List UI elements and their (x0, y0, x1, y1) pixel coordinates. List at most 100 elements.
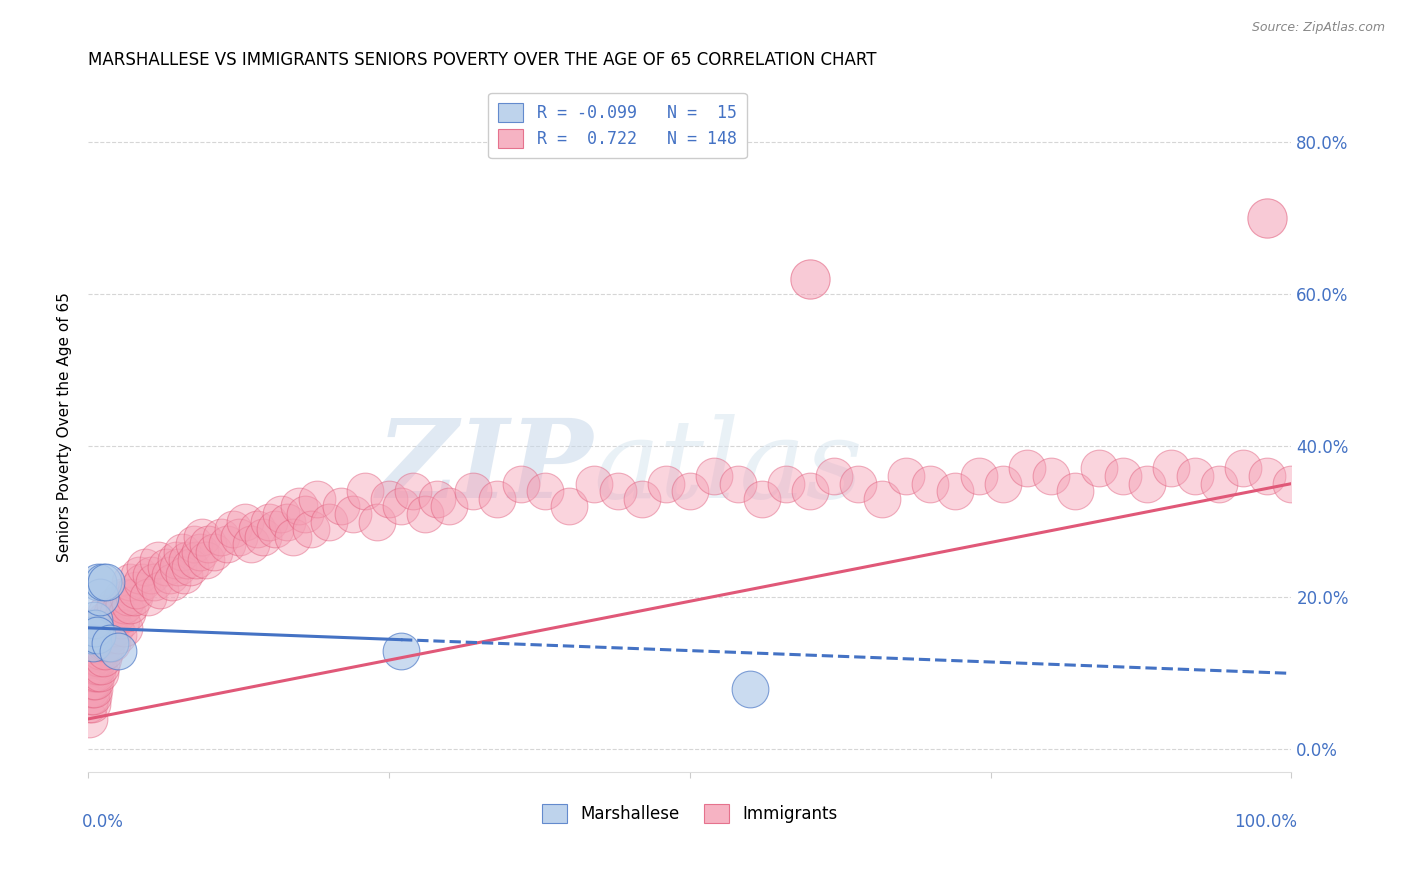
Point (534, 484, 557, 499)
Point (79, 658, 101, 673)
Point (558, 500, 581, 514)
Point (354, 484, 377, 499)
Point (287, 500, 309, 514)
Point (1160, 461, 1182, 475)
Point (91, 621, 114, 635)
Point (896, 469, 918, 483)
Point (125, 582, 148, 597)
Point (967, 469, 990, 483)
Point (1112, 469, 1135, 483)
Point (89, 591, 111, 605)
Point (1039, 469, 1062, 483)
Point (87, 628, 110, 642)
Point (96, 636, 118, 650)
Point (703, 469, 725, 483)
Point (329, 500, 352, 514)
Point (630, 491, 652, 506)
Point (294, 507, 316, 521)
Point (90, 636, 112, 650)
Point (82, 643, 104, 657)
Point (221, 522, 243, 536)
Point (80, 681, 103, 696)
Point (173, 567, 195, 582)
Point (318, 515, 340, 529)
Point (366, 515, 388, 529)
Point (87, 575, 110, 590)
Point (86, 636, 108, 650)
Point (872, 491, 894, 506)
Point (87, 651, 110, 665)
Point (82, 673, 104, 688)
Point (89, 666, 111, 681)
Point (79, 628, 101, 642)
Point (96, 628, 118, 642)
Point (80, 697, 103, 711)
Point (112, 598, 135, 612)
Point (1256, 469, 1278, 483)
Point (437, 500, 460, 514)
Point (305, 491, 328, 506)
Point (775, 476, 797, 491)
Point (426, 491, 449, 506)
Point (165, 552, 187, 566)
Text: 100.0%: 100.0% (1234, 814, 1298, 831)
Point (1184, 469, 1206, 483)
Point (89, 643, 111, 657)
Point (79, 681, 101, 696)
Point (104, 621, 127, 635)
Point (91, 575, 114, 590)
Point (188, 545, 211, 559)
Point (209, 530, 232, 544)
Point (110, 613, 132, 627)
Point (204, 545, 226, 559)
Point (823, 469, 845, 483)
Point (80, 628, 103, 642)
Point (82, 689, 104, 703)
Point (107, 628, 129, 642)
Point (751, 491, 773, 506)
Point (79, 697, 101, 711)
Point (96, 575, 118, 590)
Point (89, 628, 111, 642)
Point (120, 598, 142, 612)
Point (90, 658, 112, 673)
Point (112, 621, 135, 635)
Y-axis label: Seniors Poverty Over the Age of 65: Seniors Poverty Over the Age of 65 (58, 292, 72, 562)
Point (117, 591, 139, 605)
Point (134, 560, 156, 574)
Point (183, 537, 205, 551)
Point (252, 530, 274, 544)
Point (920, 476, 942, 491)
Point (84, 628, 107, 642)
Point (228, 530, 250, 544)
Point (486, 491, 509, 506)
Point (991, 476, 1014, 491)
Text: atlas: atlas (593, 415, 863, 522)
Point (378, 491, 401, 506)
Point (101, 636, 124, 650)
Point (91, 651, 114, 665)
Point (402, 484, 425, 499)
Point (97, 621, 120, 635)
Point (281, 530, 304, 544)
Point (86, 651, 108, 665)
Point (167, 560, 190, 574)
Point (197, 537, 219, 551)
Point (139, 567, 162, 582)
Point (143, 575, 166, 590)
Point (83, 681, 105, 696)
Point (84, 643, 107, 657)
Point (93, 636, 115, 650)
Point (79, 689, 101, 703)
Text: Source: ZipAtlas.com: Source: ZipAtlas.com (1251, 21, 1385, 34)
Point (98, 628, 121, 642)
Point (263, 522, 285, 536)
Point (79, 621, 101, 635)
Point (582, 476, 605, 491)
Point (389, 500, 412, 514)
Point (276, 515, 298, 529)
Point (159, 567, 181, 582)
Point (799, 484, 821, 499)
Point (107, 643, 129, 657)
Point (1281, 476, 1303, 491)
